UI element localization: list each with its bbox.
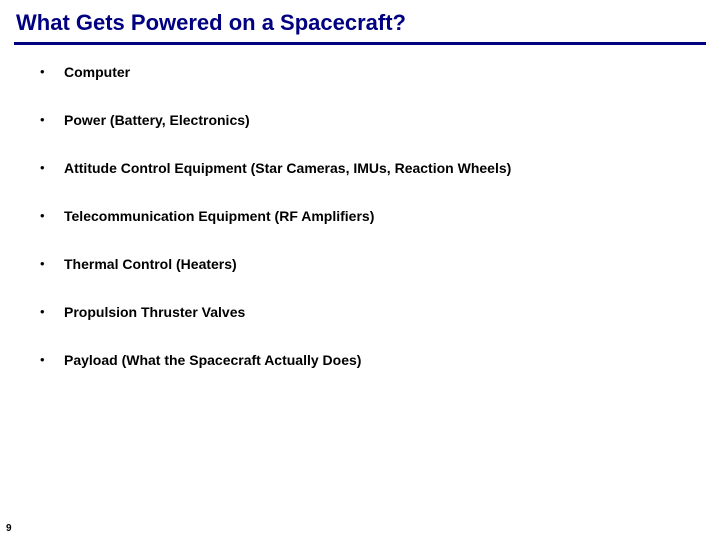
bullet-icon: • <box>40 63 64 81</box>
bullet-text: Payload (What the Spacecraft Actually Do… <box>64 351 361 369</box>
list-item: • Propulsion Thruster Valves <box>40 303 700 321</box>
bullet-text: Power (Battery, Electronics) <box>64 111 250 129</box>
bullet-list: • Computer • Power (Battery, Electronics… <box>0 45 720 369</box>
bullet-text: Attitude Control Equipment (Star Cameras… <box>64 159 511 177</box>
list-item: • Thermal Control (Heaters) <box>40 255 700 273</box>
bullet-text: Computer <box>64 63 130 81</box>
page-number: 9 <box>6 523 12 534</box>
list-item: • Attitude Control Equipment (Star Camer… <box>40 159 700 177</box>
list-item: • Power (Battery, Electronics) <box>40 111 700 129</box>
list-item: • Payload (What the Spacecraft Actually … <box>40 351 700 369</box>
bullet-icon: • <box>40 255 64 273</box>
list-item: • Telecommunication Equipment (RF Amplif… <box>40 207 700 225</box>
bullet-icon: • <box>40 159 64 177</box>
bullet-text: Propulsion Thruster Valves <box>64 303 245 321</box>
bullet-icon: • <box>40 351 64 369</box>
slide-title: What Gets Powered on a Spacecraft? <box>0 0 720 42</box>
bullet-text: Thermal Control (Heaters) <box>64 255 237 273</box>
bullet-icon: • <box>40 303 64 321</box>
bullet-icon: • <box>40 207 64 225</box>
list-item: • Computer <box>40 63 700 81</box>
bullet-icon: • <box>40 111 64 129</box>
bullet-text: Telecommunication Equipment (RF Amplifie… <box>64 207 374 225</box>
